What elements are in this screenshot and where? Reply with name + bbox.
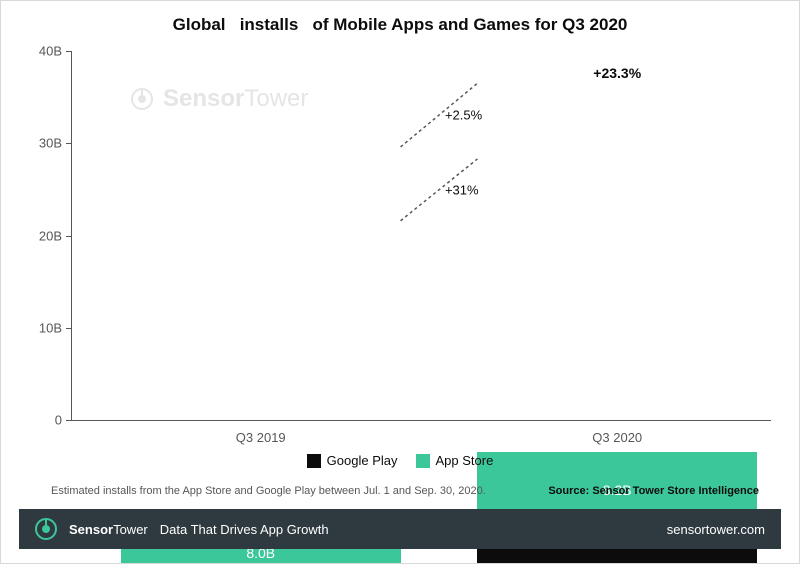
- legend-item-app-store: App Store: [416, 453, 494, 468]
- footer-bar: SensorTower Data That Drives App Growth …: [19, 509, 781, 549]
- footer-tagline: Data That Drives App Growth: [160, 522, 329, 537]
- footer-url: sensortower.com: [667, 522, 765, 537]
- y-tick-label: 10B: [39, 320, 62, 335]
- title-part-1: Global: [173, 15, 226, 34]
- connector-label: +31%: [445, 182, 479, 197]
- x-category-label: Q3 2020: [592, 430, 642, 445]
- chart-title: Global installs of Mobile Apps and Games…: [1, 15, 799, 35]
- title-part-2: installs: [240, 15, 299, 34]
- legend-swatch: [307, 454, 321, 468]
- legend-swatch: [416, 454, 430, 468]
- y-tick-label: 20B: [39, 228, 62, 243]
- bar-top-label: +23.3%: [593, 65, 641, 81]
- connector-line: [72, 51, 771, 420]
- legend-label: Google Play: [327, 453, 398, 468]
- y-tick-label: 40B: [39, 44, 62, 59]
- plot-area: 010B20B30B40B21.6B8.0BQ3 201928.3B8.2BQ3…: [71, 51, 771, 421]
- footer-brand-light: Tower: [113, 522, 148, 537]
- title-part-3: of Mobile Apps and Games for Q3 2020: [312, 15, 627, 34]
- footer-brand-strong: Sensor: [69, 522, 113, 537]
- footnote: Estimated installs from the App Store an…: [51, 485, 486, 497]
- source-attribution: Source: Sensor Tower Store Intelligence: [548, 485, 759, 497]
- legend: Google Play App Store: [1, 453, 799, 468]
- y-tick-label: 30B: [39, 136, 62, 151]
- x-category-label: Q3 2019: [236, 430, 286, 445]
- legend-item-google-play: Google Play: [307, 453, 398, 468]
- y-tick-label: 0: [55, 413, 62, 428]
- y-tick-mark: [66, 420, 72, 421]
- chart-card: Global installs of Mobile Apps and Games…: [0, 0, 800, 564]
- footer-brand: SensorTower: [69, 522, 148, 537]
- legend-label: App Store: [436, 453, 494, 468]
- footer-logo-icon: [35, 518, 57, 540]
